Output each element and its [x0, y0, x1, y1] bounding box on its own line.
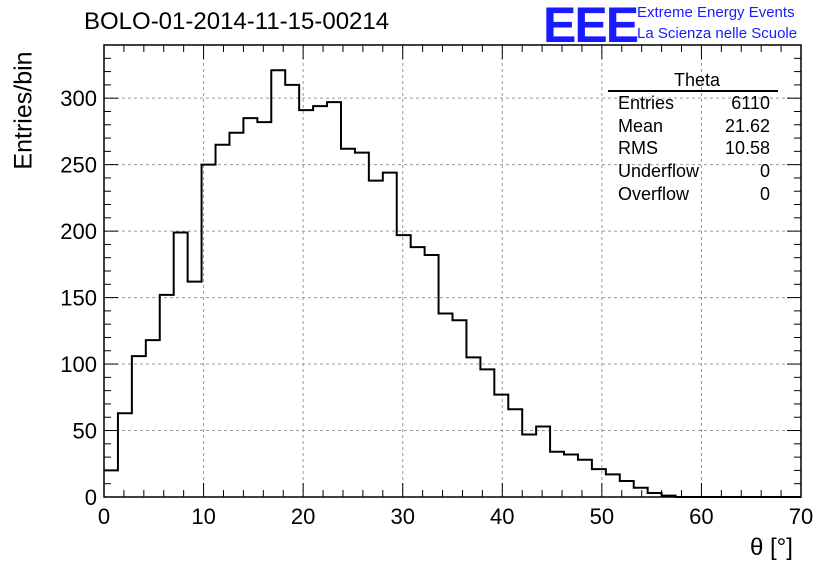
- histogram-bin: [355, 153, 369, 497]
- y-tick-label: 50: [73, 419, 97, 444]
- stats-row-entries: Entries 6110: [608, 92, 778, 115]
- histogram-bin: [536, 427, 550, 497]
- histogram-bins: [104, 70, 676, 497]
- histogram-bin: [369, 181, 383, 497]
- histogram-bin: [592, 469, 606, 497]
- histogram-bin: [578, 460, 592, 497]
- stats-value: 6110: [731, 93, 770, 113]
- stats-label: Underflow: [618, 161, 700, 182]
- histogram-bin: [494, 395, 508, 497]
- histogram-bin: [564, 454, 578, 497]
- y-tick-label: 300: [60, 86, 97, 111]
- stats-value: 21.62: [724, 115, 770, 136]
- histogram-bin: [146, 340, 160, 497]
- histogram-bin: [341, 149, 355, 497]
- x-tick-label: 30: [390, 504, 414, 529]
- x-tick-label: 50: [590, 504, 614, 529]
- histogram-bin: [383, 173, 397, 497]
- grid-lines: [104, 45, 801, 497]
- y-tick-label: 250: [60, 153, 97, 178]
- histogram-bin: [285, 85, 299, 497]
- histogram-bin: [550, 452, 564, 497]
- histogram-bin: [425, 255, 439, 497]
- stats-label: Overflow: [618, 183, 690, 204]
- stats-value: 0: [759, 183, 770, 204]
- x-tick-label: 40: [490, 504, 514, 529]
- y-axis-label: Entries/bin: [9, 51, 38, 170]
- histogram-bin: [132, 356, 146, 497]
- histogram-bin: [104, 470, 118, 497]
- histogram-bin: [466, 357, 480, 497]
- histogram-bin: [160, 295, 174, 497]
- y-tick-label: 200: [60, 219, 97, 244]
- eee-logo-line2: La Scienza nelle Scuole: [637, 25, 798, 42]
- histogram-bin: [508, 409, 522, 497]
- histogram-bin: [439, 314, 453, 497]
- stats-box-title: Theta: [608, 70, 778, 92]
- histogram-bin: [299, 110, 313, 497]
- histogram-bin: [188, 282, 202, 497]
- x-tick-label: 20: [291, 504, 315, 529]
- x-tick-label: 0: [98, 504, 110, 529]
- histogram-bin: [662, 496, 676, 497]
- histogram-bin: [271, 70, 285, 497]
- histogram-bin: [229, 133, 243, 497]
- eee-logo: EEE: [543, 0, 639, 53]
- stats-value: 0: [759, 161, 770, 182]
- chart-title: BOLO-01-2014-11-15-00214: [84, 8, 390, 35]
- stats-row-underflow: Underflow 0: [608, 160, 778, 183]
- histogram-bin: [257, 122, 271, 497]
- histogram-bin: [327, 102, 341, 497]
- stats-label: RMS: [618, 138, 658, 159]
- histogram-bin: [411, 247, 425, 497]
- histogram-bin: [202, 165, 216, 497]
- histogram-bin: [634, 488, 648, 497]
- histogram-bin: [453, 320, 467, 497]
- histogram-bin: [397, 235, 411, 497]
- y-tick-label: 100: [60, 352, 97, 377]
- stats-row-overflow: Overflow 0: [608, 183, 778, 206]
- histogram-bin: [313, 106, 327, 497]
- histogram-series: [104, 69, 801, 498]
- stats-row-mean: Mean 21.62: [608, 115, 778, 138]
- histogram-bin: [522, 435, 536, 497]
- stats-label: Mean: [618, 115, 664, 136]
- y-tick-label: 150: [60, 286, 97, 311]
- stats-box: Theta Entries 6110 Mean 21.62 RMS 10.58 …: [608, 70, 778, 205]
- histogram-bin: [174, 232, 188, 497]
- histogram-bin: [606, 474, 620, 497]
- histogram-bin: [620, 481, 634, 497]
- y-tick-labels: 0 50 100 150 200 250 300: [60, 86, 97, 510]
- x-axis-label: θ [°]: [750, 534, 793, 561]
- stats-value: 10.58: [724, 138, 770, 159]
- stats-label: Entries: [618, 93, 675, 113]
- histogram-bin: [118, 413, 132, 497]
- histogram-bin: [648, 493, 662, 497]
- histogram-bin: [243, 118, 257, 497]
- axis-ticks: [103, 44, 802, 498]
- x-tick-label: 60: [689, 504, 713, 529]
- x-tick-label: 70: [789, 504, 813, 529]
- x-tick-label: 10: [191, 504, 215, 529]
- eee-logo-line1: Extreme Energy Events: [637, 4, 795, 21]
- histogram-bin: [480, 369, 494, 497]
- x-tick-labels: 0 10 20 30 40 50 60 70: [98, 504, 813, 529]
- stats-row-rms: RMS 10.58: [608, 137, 778, 160]
- histogram-bin: [216, 145, 230, 497]
- y-tick-label: 0: [85, 485, 97, 510]
